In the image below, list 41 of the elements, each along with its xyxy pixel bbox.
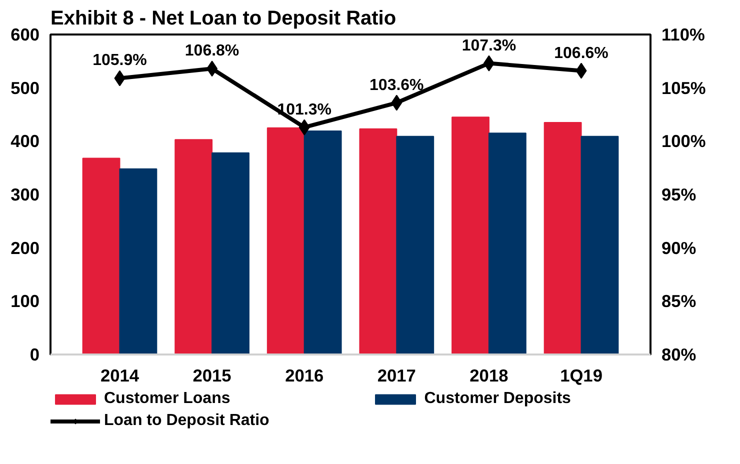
legend-label: Customer Loans — [104, 390, 230, 408]
bar — [82, 158, 120, 354]
y-tick-label: 400 — [10, 131, 40, 152]
x-tick-label: 2018 — [470, 366, 509, 386]
data-label: 106.8% — [184, 42, 240, 60]
x-tick-label: 2017 — [377, 366, 416, 386]
x-tick-label: 2014 — [100, 366, 140, 386]
x-tick-label: 2015 — [192, 366, 232, 386]
bar — [488, 132, 526, 354]
data-label: 103.6% — [370, 76, 424, 94]
x-tick-label: 2016 — [285, 366, 324, 386]
bar — [212, 152, 250, 354]
legend-label: Loan to Deposit Ratio — [104, 412, 270, 430]
y-tick-label: 0 — [30, 344, 40, 364]
data-label: 105.9% — [92, 52, 147, 70]
data-label: 107.3% — [462, 37, 516, 54]
bar — [266, 127, 305, 354]
chart-title: Exhibit 8 - Net Loan to Deposit Ratio — [50, 8, 396, 30]
y2-tick-label: 95% — [662, 184, 696, 204]
y-tick-label: 600 — [10, 24, 40, 44]
y2-tick-label: 110% — [662, 24, 705, 44]
x-tick-label: 1Q19 — [560, 366, 602, 386]
y-tick-label: 200 — [10, 238, 40, 258]
y-tick-label: 500 — [10, 78, 40, 98]
bar — [452, 116, 490, 354]
bar — [580, 136, 619, 354]
y2-tick-label: 90% — [662, 238, 696, 258]
bar — [119, 168, 158, 354]
bar — [359, 128, 398, 354]
y-tick-label: 100 — [10, 291, 40, 312]
bar — [544, 122, 582, 354]
y2-tick-label: 85% — [662, 291, 696, 312]
bar — [174, 139, 213, 354]
y-tick-label: 300 — [10, 184, 40, 204]
bar — [396, 136, 434, 354]
y2-tick-label: 80% — [662, 344, 696, 364]
data-label: 106.6% — [554, 44, 608, 62]
y2-tick-label: 100% — [662, 131, 706, 152]
legend-label: Customer Deposits — [424, 390, 571, 408]
y2-tick-label: 105% — [662, 78, 706, 98]
bar — [304, 130, 342, 354]
